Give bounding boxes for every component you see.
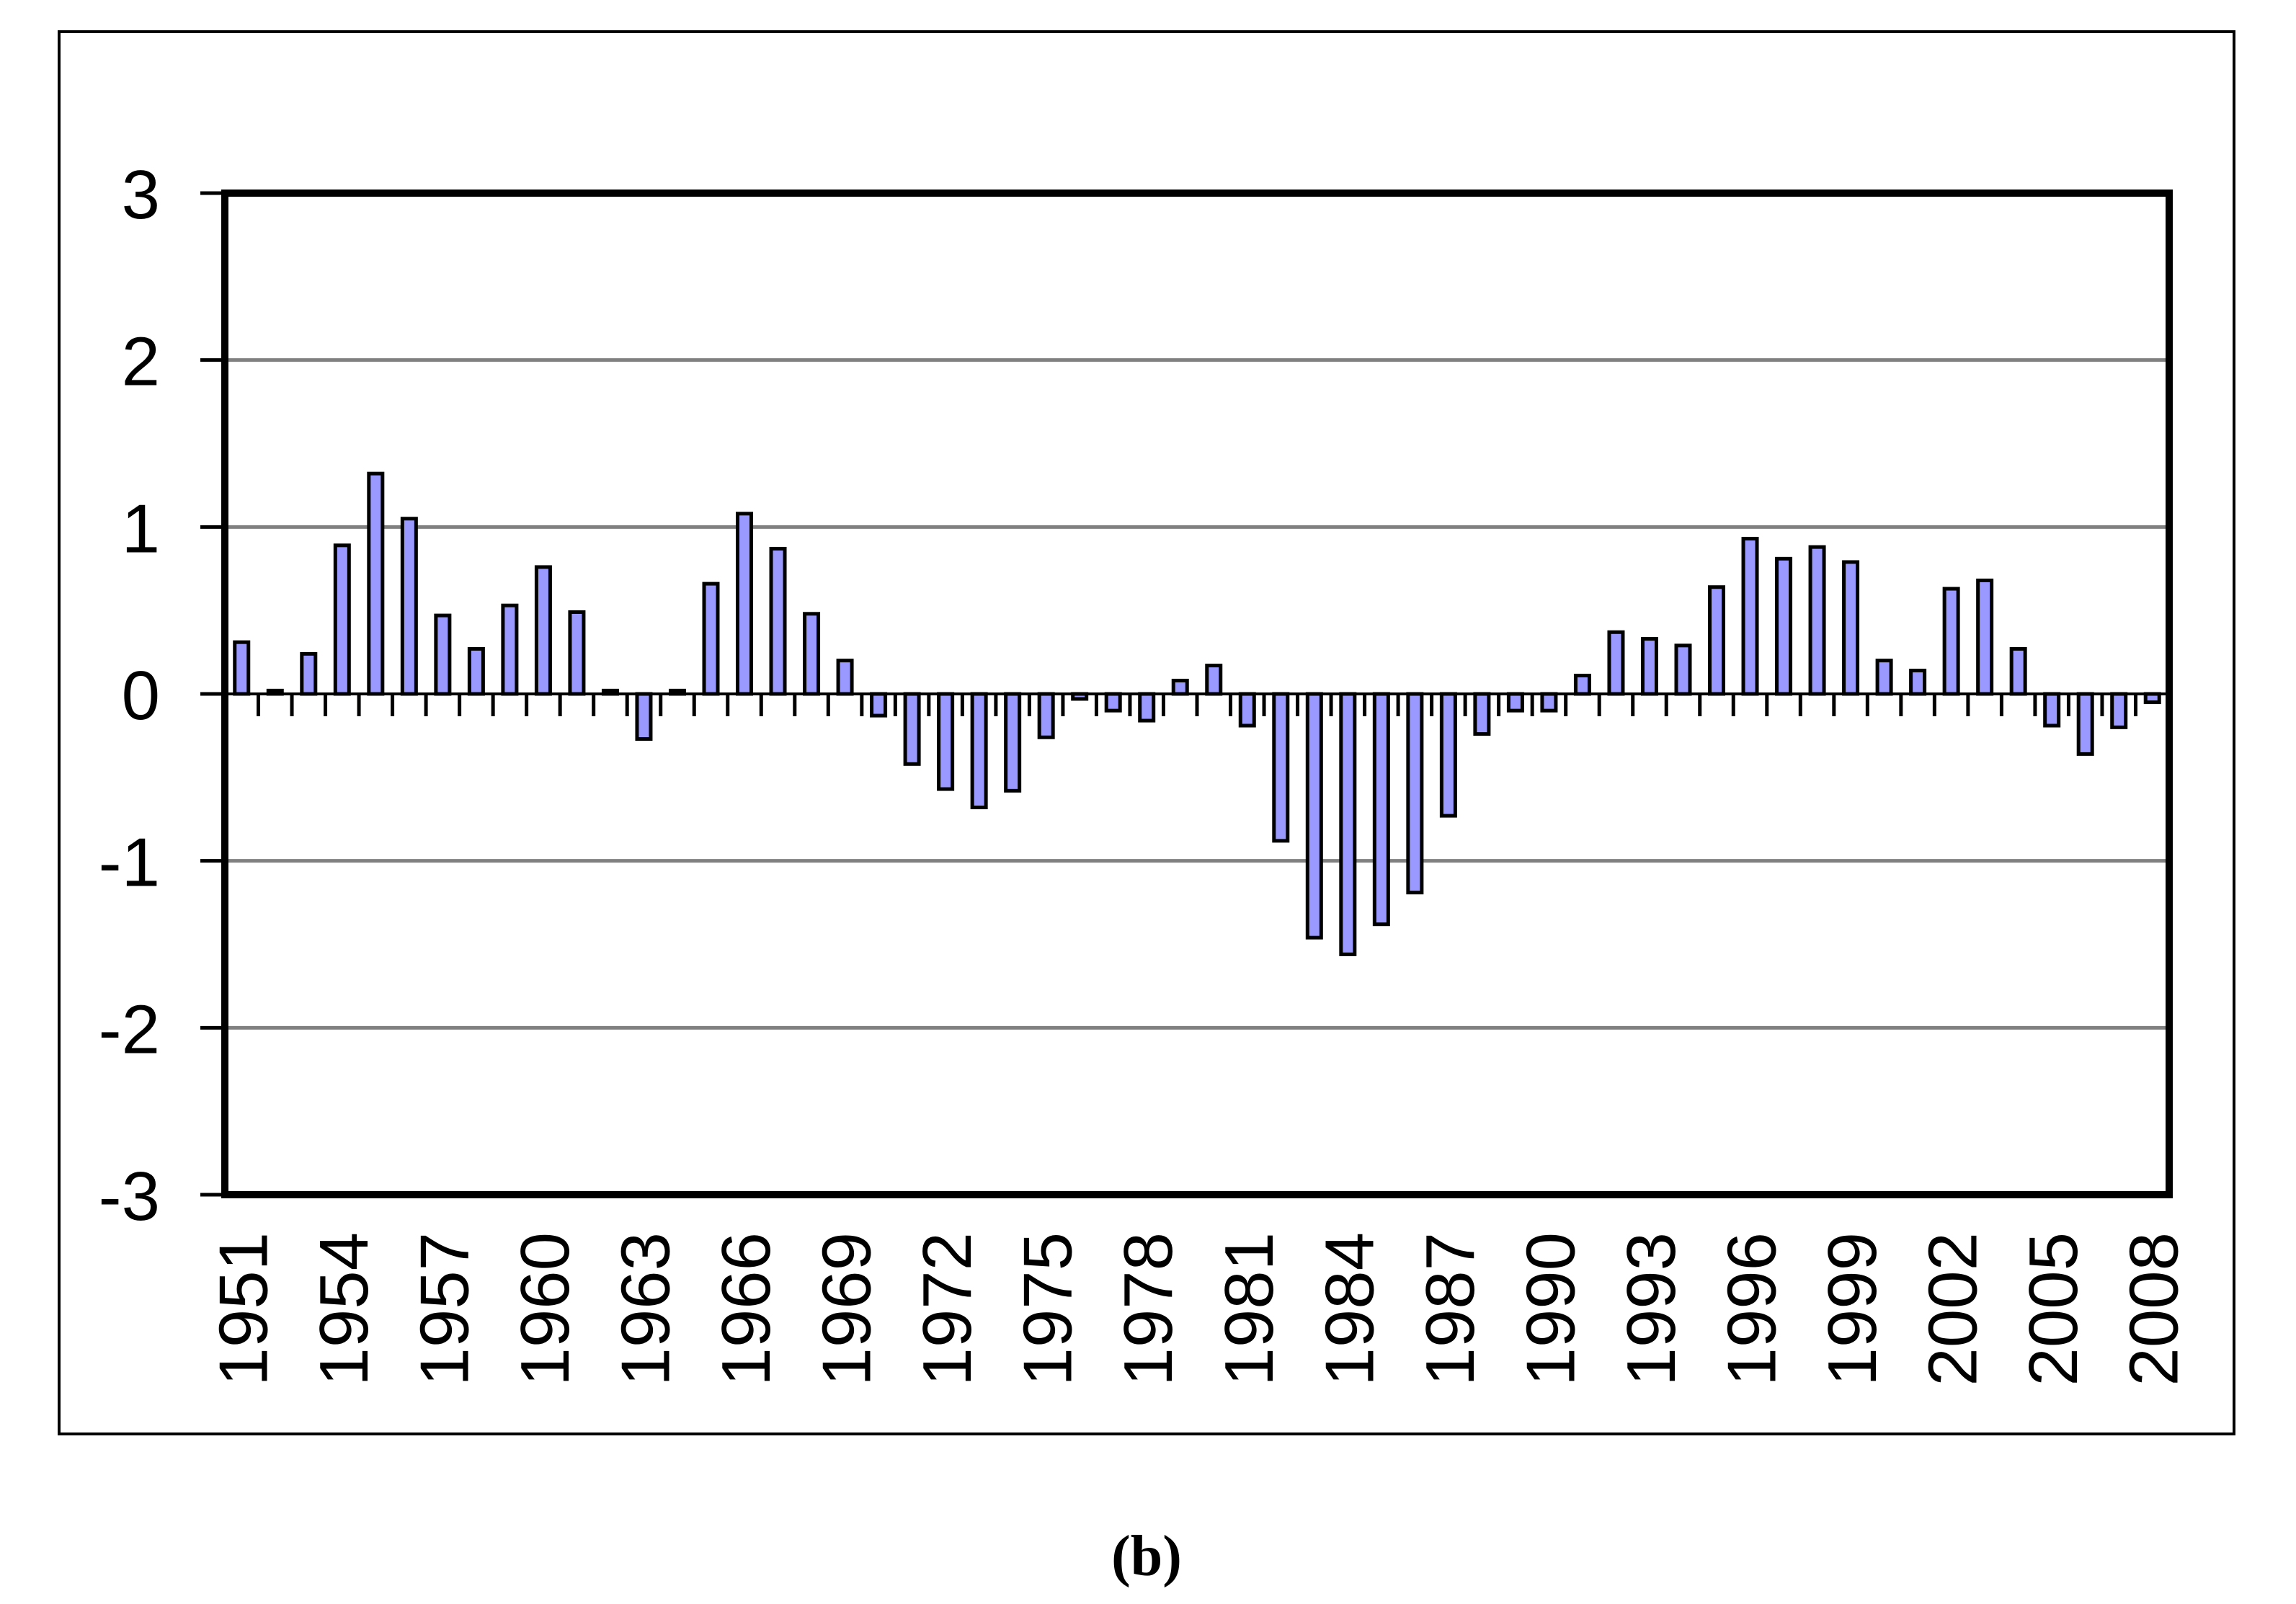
bar-1998 [1808,545,1826,696]
bar-1965 [702,582,720,696]
x-axis-labels: 1951 1954 1957 1960 1963 1966 1969 1972 1975 1978… [205,1232,2192,1386]
bar-1961 [568,610,586,696]
caption: (b) [1111,1525,1182,1588]
bar-1960 [534,565,552,696]
bar-2008 [2143,692,2161,705]
bar-1989 [1506,692,1524,713]
x-tick-label-1987: 1987 [1412,1232,1489,1386]
figure-frame [58,30,2235,1435]
x-tick-label-1954: 1954 [306,1232,383,1386]
bar-1994 [1674,643,1692,696]
bar-1982 [1272,692,1290,843]
gridlines [228,358,2166,1030]
x-tick-label-1972: 1972 [909,1232,986,1386]
bar-1976 [1071,692,1089,701]
bar-1971 [903,692,921,766]
bar-1954 [333,543,351,696]
bar-1981 [1238,692,1256,728]
x-tick-label-1996: 1996 [1714,1232,1791,1386]
x-tick-label-1966: 1966 [708,1232,785,1386]
bars [233,471,2161,956]
x-tick-label-1957: 1957 [406,1232,483,1386]
bar-1972 [937,692,955,791]
bar-1966 [736,512,754,696]
bar-1978 [1138,692,1156,723]
bar-1967 [769,546,787,696]
bar-1955 [367,471,385,696]
bar-1990 [1540,692,1558,713]
x-tick-label-1981: 1981 [1211,1232,1288,1386]
x-tick-label-2002: 2002 [1915,1232,1992,1386]
bar-1980 [1205,664,1223,696]
x-tick-label-1975: 1975 [1010,1232,1087,1386]
bar-2007 [2110,692,2128,729]
bar-2004 [2009,646,2027,696]
bar-1962 [601,688,619,696]
y-tick-label-1: 1 [122,490,160,567]
x-tick-label-1969: 1969 [809,1232,886,1386]
bar-1991 [1573,674,1591,696]
bar-1995 [1708,585,1726,696]
bar-1999 [1842,560,1860,696]
bar-1959 [501,603,519,696]
x-tick-label-1978: 1978 [1110,1232,1187,1386]
bar-2001 [1909,669,1927,696]
x-tick-label-1999: 1999 [1814,1232,1891,1386]
bar-1985 [1372,692,1390,927]
x-tick-label-2008: 2008 [2116,1232,2193,1386]
x-tick-label-1984: 1984 [1311,1232,1388,1386]
bar-2005 [2043,692,2061,728]
bar-1964 [668,688,686,696]
bar-1970 [870,692,888,718]
bar-1951 [233,640,251,696]
x-tick-label-1960: 1960 [507,1232,584,1386]
bar-1973 [970,692,988,810]
x-tick-label-1951: 1951 [205,1232,282,1386]
bar-1984 [1339,692,1357,956]
y-tick-label-0: 0 [122,657,160,734]
x-tick-label-2005: 2005 [2015,1232,2092,1386]
bar-1983 [1305,692,1323,940]
bar-1975 [1037,692,1055,739]
bar-1969 [836,659,854,696]
y-tick-label--3: -3 [99,1158,160,1235]
bar-2000 [1875,659,1893,696]
bar-1993 [1640,637,1658,696]
bar-1988 [1473,692,1491,736]
x-tick-label-1990: 1990 [1512,1232,1589,1386]
x-axis-ticks [223,694,2171,716]
bar-1968 [803,612,821,696]
bar-1992 [1607,630,1625,696]
bar-1979 [1171,678,1189,696]
bar-1963 [635,692,653,741]
bar-1986 [1406,692,1424,895]
bar-1958 [467,646,485,696]
x-tick-label-1963: 1963 [607,1232,684,1386]
bar-1996 [1741,537,1759,696]
bar-1987 [1439,692,1457,818]
bar-1952 [266,688,284,696]
bar-1997 [1775,556,1793,696]
bar-2006 [2076,692,2094,756]
bar-1956 [400,517,418,696]
y-tick-label-2: 2 [122,324,160,401]
bar-1977 [1104,692,1122,713]
x-tick-label-1993: 1993 [1613,1232,1690,1386]
bar-1953 [300,651,318,696]
y-tick-label-3: 3 [122,156,160,233]
bar-2003 [1976,578,1994,696]
y-axis-labels: 3 2 1 0 -1 -2 -3 [99,156,160,1235]
y-tick-label--1: -1 [99,824,160,901]
bar-2002 [1942,587,1960,696]
y-axis-ticks [200,191,225,1197]
bar-1974 [1004,692,1022,793]
y-tick-label--2: -2 [99,991,160,1068]
bar-1957 [434,613,452,696]
